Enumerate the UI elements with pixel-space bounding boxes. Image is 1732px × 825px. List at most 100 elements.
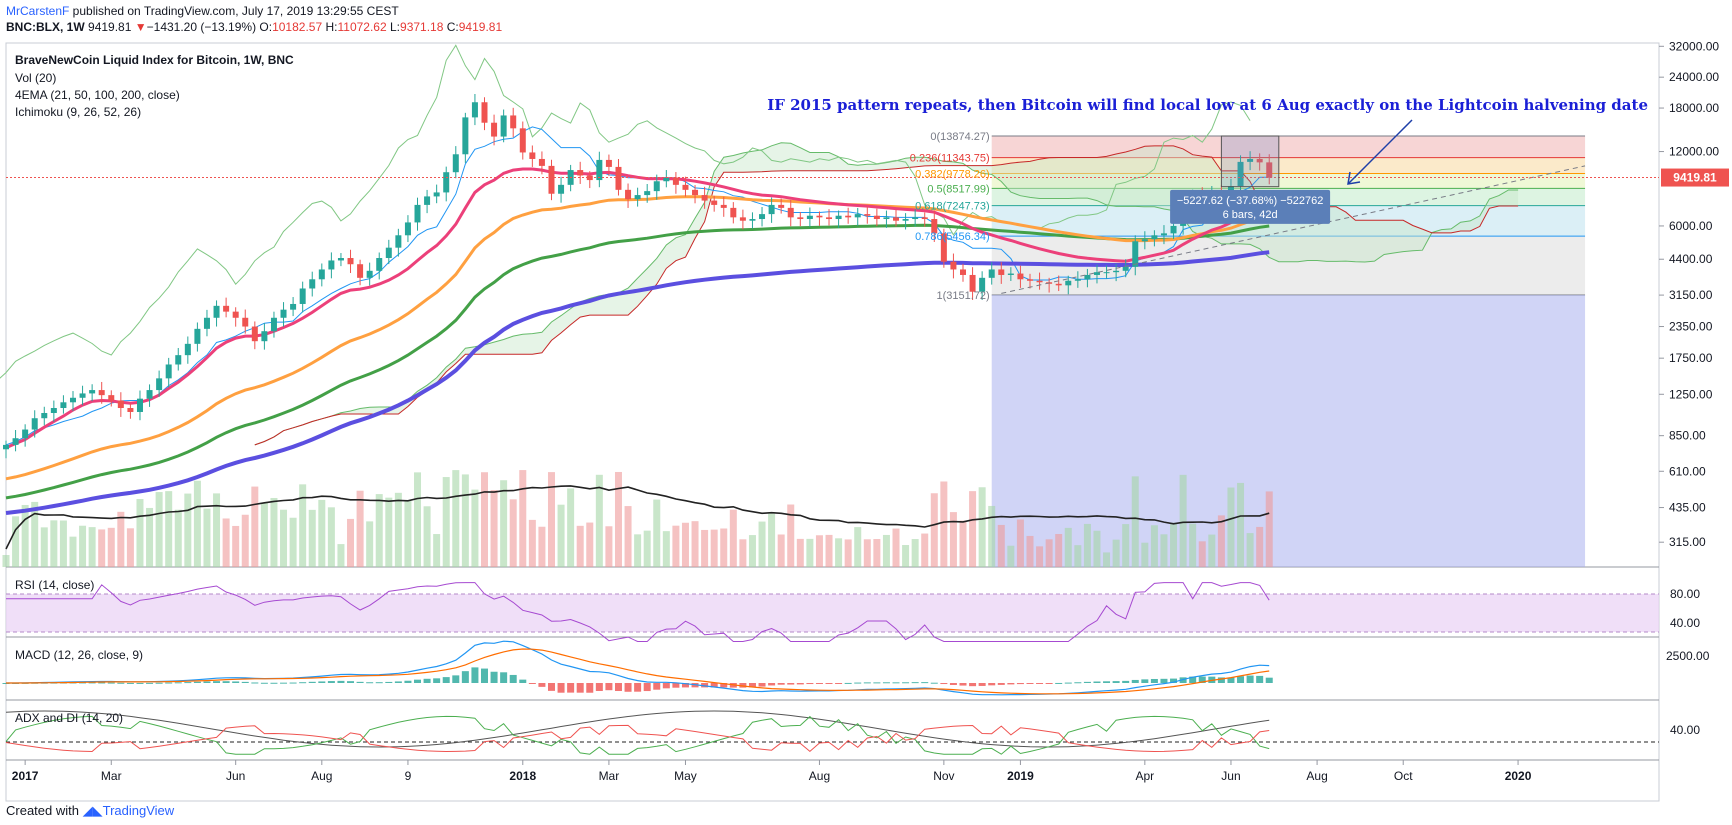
adx-pane[interactable] xyxy=(5,710,1659,755)
adx-tick-40: 40.00 xyxy=(1670,723,1700,737)
macd-hist-bar xyxy=(815,683,823,684)
macd-hist-bar xyxy=(327,681,335,683)
candle-body xyxy=(194,328,201,344)
volume-bar xyxy=(50,520,58,567)
candle-body xyxy=(1084,274,1091,280)
macd-hist-bar xyxy=(174,682,182,684)
candle-body xyxy=(749,219,756,221)
volume-bar xyxy=(643,530,651,567)
candle-body xyxy=(720,204,727,208)
volume-bar xyxy=(739,539,747,567)
macd-hist-bar xyxy=(88,682,96,684)
fib-label: 0.5(8517.99) xyxy=(927,183,989,195)
candle-body xyxy=(270,317,277,332)
price-axis[interactable]: 32000.00 24000.00 18000.00 12000.00 6000.00 4… xyxy=(1659,39,1719,549)
legend-ema[interactable]: 4EMA (21, 50, 100, 200, close) xyxy=(15,88,180,102)
macd-pane[interactable] xyxy=(2,640,1273,696)
macd-hist-bar xyxy=(126,682,134,684)
volume-bar xyxy=(1074,545,1082,567)
macd-hist-bar xyxy=(146,682,154,684)
volume-bar xyxy=(490,490,498,567)
macd-label[interactable]: MACD (12, 26, close, 9) xyxy=(15,648,143,662)
candle-body xyxy=(328,260,335,270)
macd-hist-bar xyxy=(347,681,355,683)
candle-body xyxy=(108,395,115,401)
volume-bar xyxy=(165,491,173,567)
tradingview-logo-icon: ◢◣ xyxy=(82,803,103,818)
macd-hist-bar xyxy=(595,683,603,691)
macd-hist-bar xyxy=(1074,682,1082,684)
volume-bar xyxy=(835,538,843,567)
volume-bar xyxy=(576,525,584,567)
macd-hist-bar xyxy=(1170,678,1178,683)
macd-hist-bar xyxy=(1141,679,1149,683)
macd-hist-bar xyxy=(519,679,527,683)
volume-bar xyxy=(844,539,852,567)
volume-bar xyxy=(308,509,316,567)
volume-bar xyxy=(433,534,441,567)
y-tick-label: 24000.00 xyxy=(1669,70,1719,84)
ema200-line xyxy=(5,250,1270,515)
high-value: 11072.62 xyxy=(337,20,387,34)
candle-body xyxy=(950,261,957,270)
macd-hist-bar xyxy=(280,682,288,684)
volume-bar xyxy=(1131,476,1139,567)
y-tick-label: 435.00 xyxy=(1669,501,1706,515)
volume-bar xyxy=(921,533,929,567)
volume-bar xyxy=(366,521,374,567)
rsi-label[interactable]: RSI (14, close) xyxy=(15,578,94,592)
macd-hist-bar xyxy=(155,682,163,684)
volume-bar xyxy=(538,526,546,567)
candle-body xyxy=(22,429,29,439)
adx-label[interactable]: ADX and DI (14, 20) xyxy=(15,711,123,725)
macd-hist-bar xyxy=(241,681,249,683)
volume-bar xyxy=(787,504,795,567)
volume-bar xyxy=(1208,534,1216,567)
volume-bar xyxy=(825,534,833,567)
footer-brand[interactable]: TradingView xyxy=(102,803,175,818)
macd-hist-bar xyxy=(270,682,278,684)
candle-body xyxy=(136,398,143,412)
di-plus-line xyxy=(5,715,1270,755)
candle-body xyxy=(682,184,689,190)
macd-hist-bar xyxy=(98,682,106,684)
volume-bar xyxy=(471,489,479,567)
volume-bar xyxy=(1103,552,1111,567)
volume-bar xyxy=(423,506,431,567)
macd-hist-bar xyxy=(404,680,412,683)
volume-bar xyxy=(155,492,163,567)
fib-label: 0.618(7247.73) xyxy=(915,201,990,213)
volume-bar xyxy=(873,539,881,567)
macd-hist-bar xyxy=(988,683,996,686)
candle-body xyxy=(816,215,823,218)
legend-volume[interactable]: Vol (20) xyxy=(15,71,56,85)
candle-body xyxy=(979,277,986,292)
arrow-head-icon xyxy=(1347,171,1361,185)
candlestick-series[interactable] xyxy=(3,93,1273,459)
annotation-arrow[interactable] xyxy=(1347,119,1413,185)
annotation-text[interactable]: IF 2015 pattern repeats, then Bitcoin wi… xyxy=(767,96,1648,114)
x-tick-label: Jun xyxy=(1221,769,1240,783)
volume-bar xyxy=(289,517,297,567)
macd-hist-bar xyxy=(720,683,728,688)
time-axis[interactable]: 2017 Mar Jun Aug 9 2018 Mar May Aug Nov 2019 Apr Jun… xyxy=(12,760,1532,783)
volume-bar xyxy=(404,500,412,567)
price-range-measure[interactable]: −5227.62 (−37.68%) −522762 6 bars, 42d xyxy=(1170,135,1331,224)
volume-bar xyxy=(634,534,642,567)
volume-bar xyxy=(758,521,766,567)
volume-bar xyxy=(1036,546,1044,567)
candle-body xyxy=(117,400,124,409)
candle-body xyxy=(481,102,488,123)
badge-text: 9419.81 xyxy=(1673,171,1717,185)
author-link[interactable]: MrCarstenF xyxy=(6,4,70,18)
trend-line[interactable] xyxy=(1001,165,1586,294)
volume-bar xyxy=(414,472,422,567)
legend-ichimoku[interactable]: Ichimoku (9, 26, 52, 26) xyxy=(15,105,141,119)
macd-hist-bar xyxy=(232,681,240,683)
volume-bar xyxy=(509,499,517,567)
rsi-pane[interactable] xyxy=(6,582,1659,642)
macd-hist-bar xyxy=(356,681,364,683)
candle-body xyxy=(615,166,622,190)
macd-hist-bar xyxy=(835,683,843,684)
